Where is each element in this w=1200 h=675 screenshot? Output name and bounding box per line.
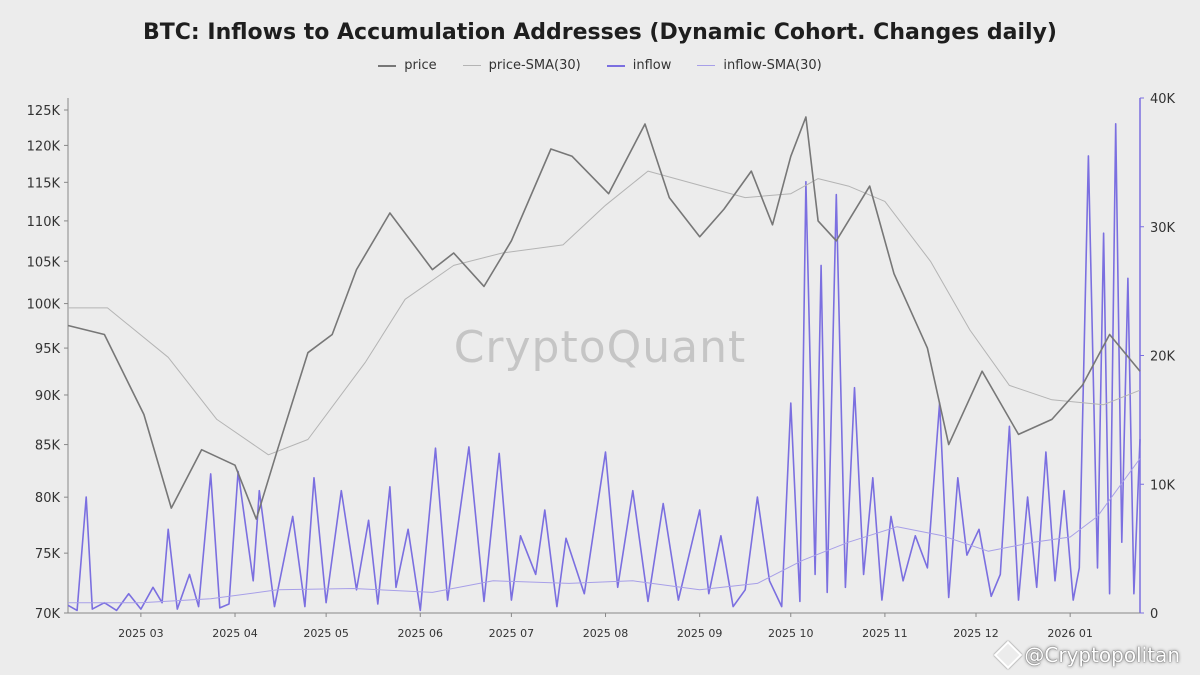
y-left-tick-label: 110K (27, 215, 61, 230)
x-tick-label: 2025 12 (953, 627, 999, 640)
x-tick-label: 2025 06 (398, 627, 444, 640)
legend-item-inflow-sma[interactable]: inflow-SMA(30) (697, 58, 822, 73)
x-tick-label: 2025 08 (583, 627, 629, 640)
y-left-tick-label: 70K (35, 607, 61, 622)
y-left-tick-label: 105K (27, 255, 61, 270)
chart-legend: price price-SMA(30) inflow inflow-SMA(30… (0, 58, 1200, 73)
x-tick-label: 2025 07 (489, 627, 535, 640)
x-tick-label: 2025 04 (212, 627, 258, 640)
watermark: CryptoQuant (453, 322, 747, 373)
legend-label-price: price (404, 58, 437, 73)
legend-label-price-sma: price-SMA(30) (488, 58, 581, 73)
y-left-tick-label: 115K (27, 176, 61, 191)
y-left-tick-label: 80K (35, 491, 61, 506)
x-tick-label: 2025 09 (677, 627, 723, 640)
series-line-inflow (67, 123, 1141, 612)
y-right-tick-label: 40K (1150, 92, 1176, 107)
credit: @Cryptopolitan (994, 640, 1180, 670)
legend-label-inflow: inflow (632, 58, 672, 73)
y-left-tick-label: 120K (27, 139, 61, 154)
y-right-tick-label: 0 (1150, 607, 1158, 622)
y-left-tick-label: 95K (35, 342, 61, 357)
legend-swatch-price-sma (462, 65, 481, 66)
y-left-tick-label: 85K (35, 439, 61, 454)
credit-text: @Cryptopolitan (1024, 643, 1180, 667)
legend-swatch-inflow-sma (697, 65, 716, 66)
legend-swatch-inflow (606, 64, 625, 67)
y-left-tick-label: 90K (35, 389, 61, 404)
y-right-tick-label: 30K (1150, 221, 1176, 236)
y-right-tick-label: 10K (1150, 478, 1176, 493)
y-left-tick-label: 100K (27, 298, 61, 313)
x-tick-label: 2026 01 (1047, 627, 1093, 640)
series-line-price (67, 116, 1141, 520)
legend-item-inflow[interactable]: inflow (606, 58, 672, 73)
series-line-inflow-sma-30 (68, 458, 1141, 604)
legend-label-inflow-sma: inflow-SMA(30) (723, 58, 822, 73)
legend-item-price-sma[interactable]: price-SMA(30) (462, 58, 581, 73)
legend-item-price[interactable]: price (378, 58, 437, 73)
y-right-tick-label: 20K (1150, 350, 1176, 365)
x-tick-label: 2025 11 (862, 627, 908, 640)
y-left-tick-label: 75K (35, 547, 61, 562)
legend-swatch-price (378, 64, 397, 67)
x-tick-label: 2025 10 (768, 627, 814, 640)
logo-icon (994, 640, 1023, 670)
series-layer (67, 116, 1141, 612)
axes: 125K 120K 115K 110K 105K 100K 95K 90K 85K 80K 75K 7… (27, 92, 1176, 640)
x-tick-label: 2025 05 (303, 627, 349, 640)
y-left-tick-label: 125K (27, 104, 61, 119)
x-tick-label: 2025 03 (118, 627, 164, 640)
series-line-price-sma-30 (68, 170, 1141, 456)
chart-title: BTC: Inflows to Accumulation Addresses (… (143, 20, 1057, 45)
